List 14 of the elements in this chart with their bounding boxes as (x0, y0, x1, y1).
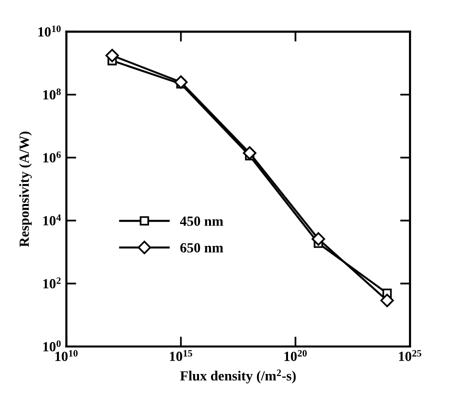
x-tick-label: 10$^{10}$ (55, 350, 78, 362)
x-axis-title: Flux density (/m$^{2}$-s) (180, 370, 296, 384)
y-tick-label: 10$^{4}$ (43, 214, 61, 226)
y-tick-label: 10$^{0}$ (43, 340, 61, 352)
x-tick-label: 10$^{15}$ (170, 350, 192, 362)
y-tick-label: 10$^{6}$ (43, 151, 61, 162)
legend-label: 650 nm (180, 243, 224, 252)
y-tick-label: 10$^{8}$ (43, 88, 61, 100)
y-tick-label: 10$^{10}$ (38, 26, 61, 37)
y-tick-label: 10$^{2}$ (43, 277, 61, 288)
x-tick-label: 10$^{25}$ (399, 350, 422, 362)
legend-label: 450 nm (180, 216, 224, 226)
y-axis-title: Responsivity (A/W) (19, 132, 32, 247)
x-tick-label: 10$^{20}$ (284, 350, 307, 362)
